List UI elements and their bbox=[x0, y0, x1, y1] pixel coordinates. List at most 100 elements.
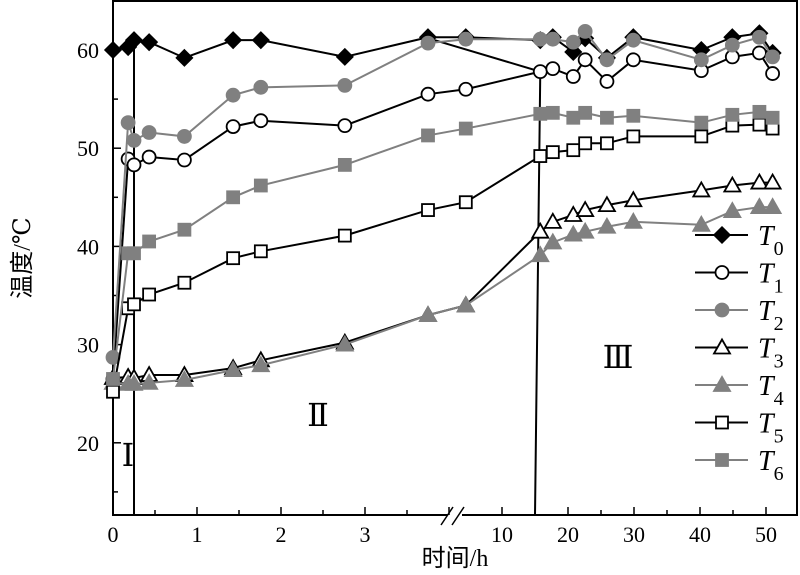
legend-subscript: 4 bbox=[774, 388, 784, 410]
data-point bbox=[532, 31, 548, 47]
data-point bbox=[458, 195, 473, 210]
data-point bbox=[533, 106, 548, 121]
data-point bbox=[543, 212, 563, 229]
data-point bbox=[420, 35, 436, 51]
data-point bbox=[600, 110, 614, 125]
y-tick-label: 20 bbox=[77, 431, 99, 456]
data-point bbox=[142, 234, 157, 249]
data-point bbox=[545, 61, 561, 77]
y-tick-label: 40 bbox=[77, 234, 99, 259]
data-point bbox=[694, 115, 709, 130]
data-point bbox=[626, 108, 641, 123]
data-point bbox=[530, 221, 550, 239]
region-label-2: Ⅱ bbox=[307, 397, 329, 433]
data-point bbox=[140, 33, 159, 52]
data-point bbox=[177, 222, 192, 237]
data-point bbox=[625, 32, 641, 48]
y-tick-label: 30 bbox=[77, 333, 99, 358]
data-point bbox=[251, 355, 271, 373]
series-T6 bbox=[106, 104, 780, 386]
legend-label: T2 bbox=[758, 296, 784, 335]
data-point bbox=[600, 136, 614, 151]
data-point bbox=[174, 370, 194, 387]
data-point bbox=[253, 244, 268, 259]
data-point bbox=[724, 37, 740, 53]
data-point bbox=[545, 31, 561, 47]
data-point bbox=[420, 86, 436, 102]
series-line bbox=[112, 32, 774, 60]
data-point bbox=[694, 129, 709, 144]
x-tick-label: 50 bbox=[755, 522, 777, 547]
x-axis-label: 时间/h bbox=[422, 545, 489, 572]
axis-break-mark bbox=[440, 506, 465, 526]
data-point bbox=[530, 245, 550, 263]
data-point bbox=[725, 107, 740, 122]
series-line bbox=[112, 206, 773, 385]
data-point bbox=[563, 205, 583, 222]
region-label-1: Ⅰ bbox=[122, 437, 135, 473]
series-line bbox=[112, 123, 773, 392]
data-point bbox=[456, 295, 476, 313]
data-point bbox=[623, 212, 643, 229]
legend-label: T6 bbox=[758, 446, 784, 485]
data-point bbox=[543, 232, 563, 250]
data-point bbox=[597, 216, 617, 234]
data-point bbox=[577, 23, 593, 39]
data-point bbox=[763, 172, 783, 190]
data-point bbox=[421, 203, 435, 217]
data-point bbox=[103, 40, 123, 60]
data-point bbox=[532, 64, 548, 80]
legend-marker bbox=[712, 337, 732, 355]
data-point bbox=[565, 34, 581, 50]
data-point bbox=[749, 172, 769, 190]
data-point bbox=[253, 79, 269, 95]
region-label-3: Ⅲ bbox=[603, 339, 634, 375]
series-T1 bbox=[105, 45, 780, 387]
data-point bbox=[599, 52, 615, 68]
legend-subscript: 6 bbox=[774, 463, 784, 485]
series-line bbox=[112, 181, 773, 380]
x-tick-label: 2 bbox=[276, 522, 287, 547]
data-point bbox=[765, 66, 780, 81]
y-tick-label: 60 bbox=[77, 38, 99, 63]
data-point bbox=[545, 105, 560, 120]
x-tick-label: 10 bbox=[491, 522, 513, 547]
data-point bbox=[722, 201, 742, 218]
data-point bbox=[337, 228, 352, 243]
data-point bbox=[337, 77, 353, 93]
data-point bbox=[566, 110, 581, 125]
x-tick-label: 20 bbox=[557, 522, 579, 547]
axis-break-gap bbox=[448, 512, 462, 520]
series-T0 bbox=[103, 24, 782, 67]
data-point bbox=[139, 373, 159, 390]
data-point bbox=[225, 119, 241, 134]
data-point bbox=[142, 287, 157, 302]
data-point bbox=[565, 69, 581, 84]
data-point bbox=[625, 52, 641, 68]
legend-label: T4 bbox=[758, 371, 784, 410]
data-point bbox=[765, 49, 780, 65]
data-point bbox=[693, 52, 709, 68]
data-point bbox=[225, 87, 241, 103]
x-tick-label: 40 bbox=[689, 522, 711, 547]
data-point bbox=[763, 197, 783, 215]
data-point bbox=[575, 200, 595, 217]
legend-marker bbox=[712, 375, 732, 392]
data-point bbox=[106, 384, 120, 399]
data-point bbox=[575, 221, 595, 239]
data-point bbox=[176, 129, 192, 144]
data-point bbox=[124, 374, 144, 391]
data-point bbox=[127, 246, 141, 261]
legend-subscript: 1 bbox=[774, 276, 784, 298]
x-tick-label: 0 bbox=[108, 522, 119, 547]
data-point bbox=[458, 31, 474, 47]
data-point bbox=[623, 190, 643, 208]
data-point bbox=[577, 52, 593, 68]
series-line bbox=[112, 110, 774, 380]
data-point bbox=[226, 251, 241, 266]
data-point bbox=[224, 31, 243, 50]
data-point bbox=[752, 45, 767, 61]
data-point bbox=[141, 125, 157, 140]
